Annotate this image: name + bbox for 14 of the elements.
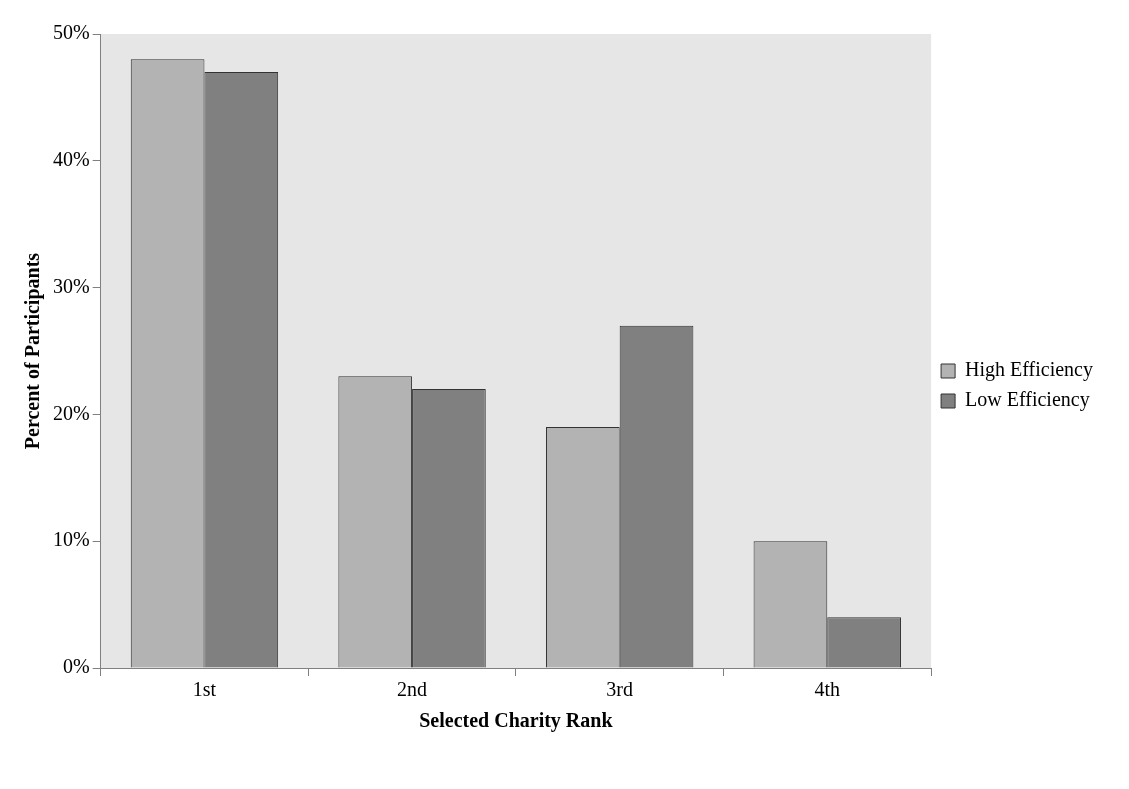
- y-tick-label: 50%: [52, 21, 90, 44]
- y-tick-label: 0%: [62, 655, 90, 678]
- y-axis-title: Percent of Participants: [21, 252, 45, 450]
- x-tick-label: 3rd: [606, 678, 634, 701]
- y-tick-label: 40%: [52, 148, 90, 171]
- y-tick-label: 20%: [52, 401, 90, 424]
- x-axis-title: Selected Charity Rank: [419, 709, 614, 733]
- x-tick-label: 2nd: [397, 678, 428, 701]
- y-tick-label: 30%: [52, 274, 90, 297]
- legend-label: High Efficiency: [965, 358, 1093, 382]
- x-tick-label: 1st: [192, 678, 217, 701]
- y-tick-label: 10%: [52, 528, 90, 551]
- x-tick-label: 4th: [814, 678, 841, 701]
- legend-label: Low Efficiency: [965, 388, 1090, 412]
